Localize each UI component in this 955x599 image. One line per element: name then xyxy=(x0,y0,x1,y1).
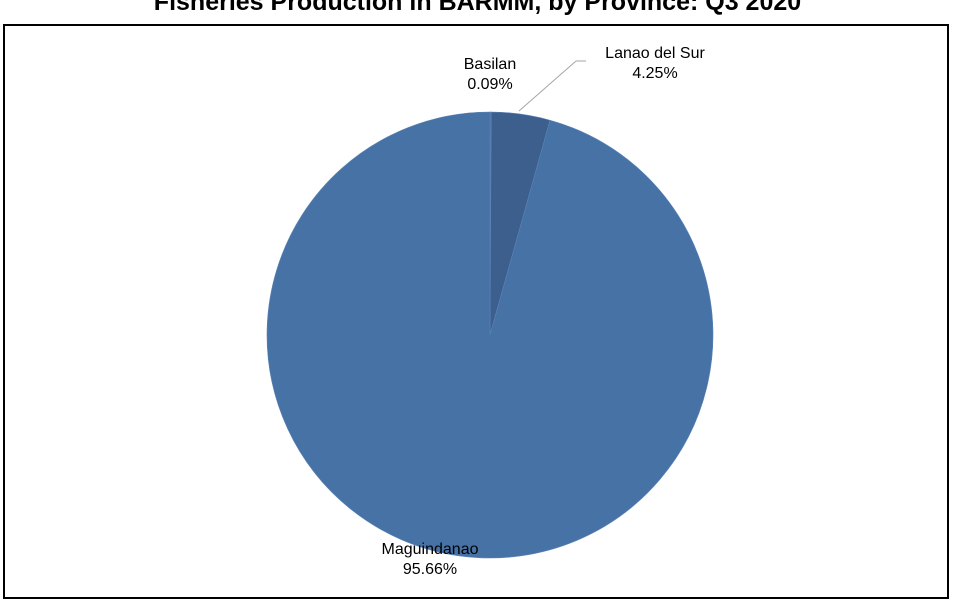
slice-value-basilan: 0.09% xyxy=(467,76,513,93)
slice-name-basilan: Basilan xyxy=(463,56,517,73)
pie-slice-maguindanao xyxy=(266,111,714,559)
slice-name-maguindanao: Maguindanao xyxy=(381,541,479,558)
slice-label-lanao-del-sur: Lanao del Sur 4.25% xyxy=(585,44,725,84)
leader-line-lanao-del-sur xyxy=(518,60,577,112)
slice-name-lanao-del-sur: Lanao del Sur xyxy=(605,45,705,62)
slice-label-basilan: Basilan 0.09% xyxy=(438,55,542,95)
slice-value-maguindanao: 95.66% xyxy=(402,561,458,578)
pie-chart xyxy=(266,60,714,559)
slice-label-maguindanao: Maguindanao 95.66% xyxy=(355,540,505,580)
chart-title: Fisheries Production in BARMM, by Provin… xyxy=(153,0,802,16)
slice-value-lanao-del-sur: 4.25% xyxy=(632,65,678,82)
